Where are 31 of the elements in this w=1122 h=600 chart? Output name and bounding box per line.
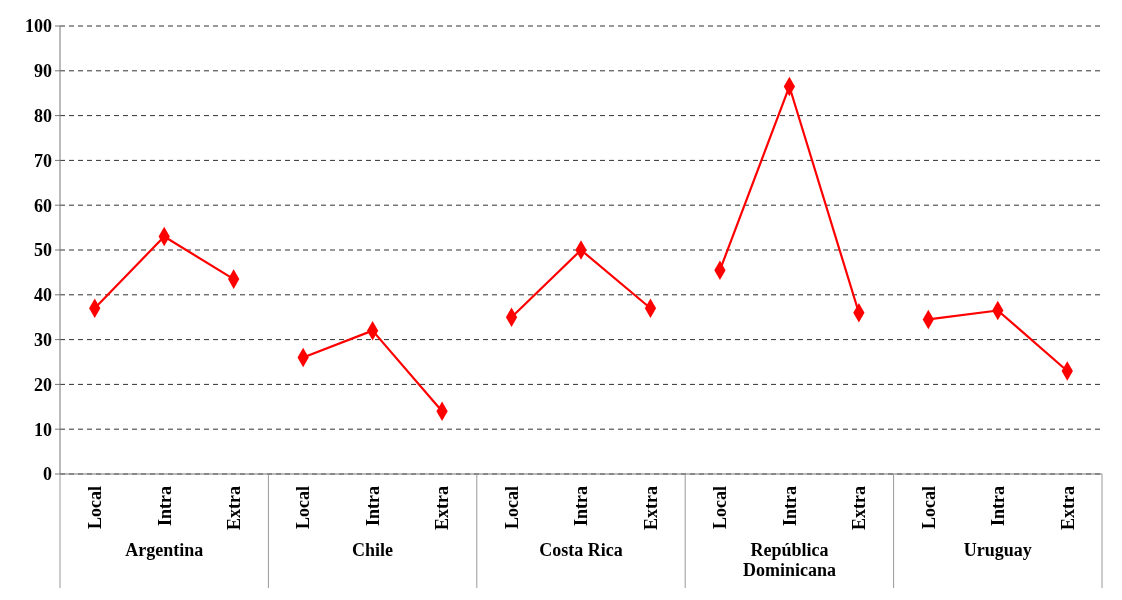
text: Argentina bbox=[125, 540, 204, 560]
x-tick-label: Local bbox=[710, 486, 731, 529]
x-tick-label: Local bbox=[85, 486, 106, 529]
y-tick-label: 100 bbox=[25, 16, 52, 37]
y-tick-label: 70 bbox=[34, 150, 52, 171]
x-tick-label: Local bbox=[918, 486, 939, 529]
x-tick-label: Intra bbox=[779, 486, 800, 526]
x-tick-label: Intra bbox=[362, 486, 383, 526]
x-tick-label: Intra bbox=[154, 486, 175, 526]
y-tick-label: 50 bbox=[34, 240, 52, 261]
x-tick-label: Extra bbox=[849, 486, 870, 530]
y-tick-label: 40 bbox=[34, 285, 52, 306]
text: Costa Rica bbox=[539, 540, 623, 560]
x-tick-label: Intra bbox=[571, 486, 592, 526]
y-tick-label: 60 bbox=[34, 195, 52, 216]
x-tick-label: Local bbox=[293, 486, 314, 529]
x-tick-label: Extra bbox=[640, 486, 661, 530]
y-tick-label: 10 bbox=[34, 419, 52, 440]
y-tick-label: 30 bbox=[34, 329, 52, 350]
text: Chile bbox=[352, 540, 394, 560]
x-tick-label: Extra bbox=[1057, 486, 1078, 530]
y-tick-label: 0 bbox=[43, 464, 52, 485]
y-tick-label: 90 bbox=[34, 61, 52, 82]
text: República Dominicana bbox=[742, 540, 836, 580]
text: Uruguay bbox=[963, 540, 1032, 560]
y-tick-label: 80 bbox=[34, 105, 52, 126]
x-tick-label: Extra bbox=[223, 486, 244, 530]
x-tick-label: Intra bbox=[988, 486, 1009, 526]
x-tick-label: Local bbox=[501, 486, 522, 529]
x-tick-label: Extra bbox=[432, 486, 453, 530]
y-tick-label: 20 bbox=[34, 374, 52, 395]
